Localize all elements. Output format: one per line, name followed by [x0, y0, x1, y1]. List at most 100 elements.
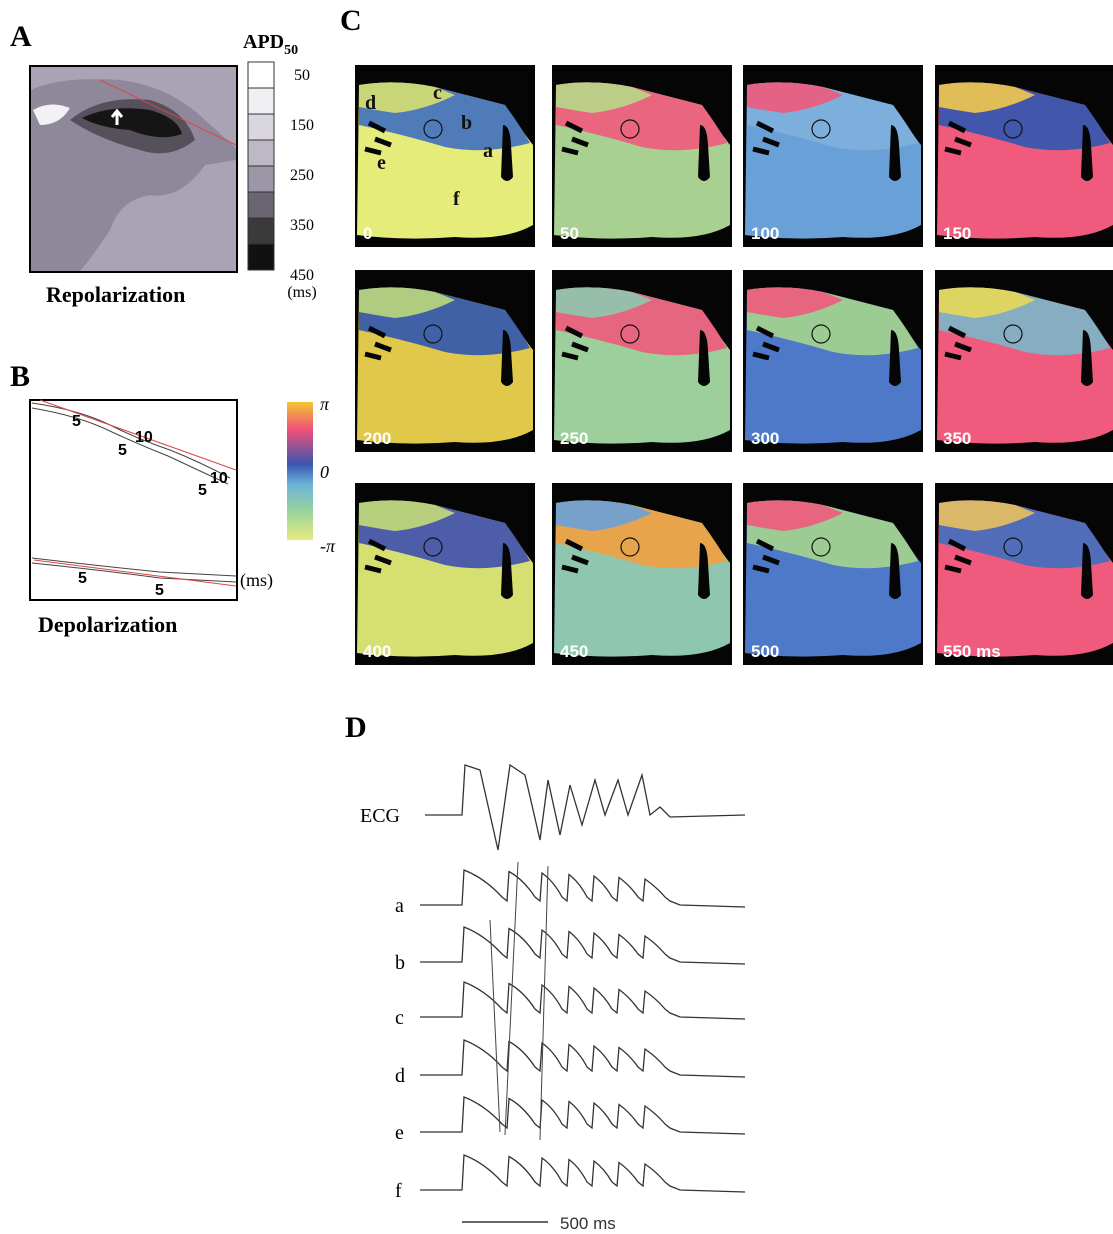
wave-region: [747, 500, 843, 531]
wave-region: [556, 500, 652, 531]
scar: [1081, 125, 1093, 181]
colorbar-tick-label: 250: [290, 167, 314, 184]
colorbar-step: [247, 243, 275, 271]
colorbar-title-text: APD: [243, 31, 284, 53]
phase-frame: 450: [552, 483, 732, 665]
phase-tick-label: 0: [320, 462, 329, 482]
scar: [698, 125, 710, 181]
depolarization-map: [29, 399, 238, 601]
trace: [420, 1154, 746, 1193]
wave-region: [939, 500, 1035, 531]
phase-frame: 250: [552, 270, 732, 452]
traces: ECG a b c d e f: [360, 763, 746, 1202]
phase-frame: 500: [743, 483, 923, 665]
wave-region: [556, 287, 652, 318]
colorbar-title: APD50: [243, 31, 298, 58]
trace: [420, 1039, 746, 1078]
site-label: f: [453, 188, 460, 210]
panel-label: C: [340, 4, 362, 37]
colorbar-step: [247, 217, 275, 245]
frame-time: 250: [560, 429, 588, 448]
frame-time: 150: [943, 224, 971, 243]
phase-ticks: π 0 -π: [320, 394, 336, 556]
trace-label: a: [395, 895, 404, 917]
trace-label: b: [395, 952, 405, 974]
scar: [944, 538, 972, 574]
scar: [889, 330, 901, 386]
contour-label: 5: [118, 442, 127, 459]
colorbar-step: [247, 191, 275, 219]
frame-time: 100: [751, 224, 779, 243]
contour-label: 10: [210, 470, 228, 487]
propagation-arrow: [489, 919, 501, 1133]
site-marker: [811, 537, 831, 557]
scar: [501, 543, 513, 599]
trace: [425, 763, 746, 851]
border-line: [33, 399, 237, 587]
scar: [561, 325, 589, 361]
propagation-arrow: [539, 865, 549, 1141]
wave-region: [556, 82, 652, 113]
scar: [501, 125, 513, 181]
contour-line: [31, 402, 237, 583]
scar: [698, 543, 710, 599]
site-label: b: [461, 112, 472, 134]
phase-colorbar: [287, 402, 313, 540]
site-marker: [423, 119, 443, 139]
site-marker: [620, 119, 640, 139]
colorbar-step: [247, 113, 275, 141]
site-marker: [423, 537, 443, 557]
colorbar-tick-label: 350: [290, 217, 314, 234]
site-label: c: [433, 82, 442, 104]
colorbar-tick-label: 450: [290, 267, 314, 284]
scar: [561, 538, 589, 574]
scar: [698, 330, 710, 386]
contour-label: 5: [72, 413, 81, 430]
colorbar-tick-label: 50: [294, 67, 310, 84]
frame-time: 300: [751, 429, 779, 448]
arrow: [110, 108, 124, 125]
wave-region: [939, 82, 1035, 113]
colorbar-step: [247, 139, 275, 167]
unit-label: (ms): [240, 570, 273, 591]
frame-time: 450: [560, 642, 588, 661]
phase-frame: 50: [552, 65, 732, 247]
wave-region: [747, 82, 843, 113]
wave-region: [359, 82, 455, 113]
frame-time: 350: [943, 429, 971, 448]
colorbar-subscript: 50: [284, 43, 298, 58]
border-line: [99, 79, 237, 146]
colorbar-tick-label: 150: [290, 117, 314, 134]
contour-label: 5: [198, 482, 207, 499]
wave-region: [747, 287, 843, 318]
site-marker: [423, 324, 443, 344]
apd-contour: [82, 108, 182, 138]
scar: [752, 120, 780, 156]
colorbar-step: [247, 87, 275, 115]
panel-label: A: [10, 20, 32, 53]
trace-label: f: [395, 1180, 402, 1202]
trace-label: d: [395, 1065, 405, 1087]
wave-region: [359, 500, 455, 531]
phase-frame: 100: [743, 65, 923, 247]
phase-frame: 150: [935, 65, 1113, 247]
scar: [944, 120, 972, 156]
trace: [420, 981, 746, 1020]
trace-label: ECG: [360, 805, 400, 827]
frame-time: 400: [363, 642, 391, 661]
site-marker: [1003, 324, 1023, 344]
phase-frame: 400: [355, 483, 535, 665]
frame-time: 500: [751, 642, 779, 661]
phase-frame: 550 ms: [935, 483, 1113, 665]
scar: [1081, 330, 1093, 386]
colorbar-step: [247, 165, 275, 193]
phase-tick-label: π: [320, 394, 330, 414]
colorbar-step: [247, 61, 275, 89]
panel-label: D: [345, 711, 367, 744]
contour-label: 10: [135, 429, 153, 446]
phase-tick-label: -π: [320, 536, 336, 556]
wave-region: [939, 287, 1035, 318]
site-marker: [1003, 119, 1023, 139]
phase-frame: 200: [355, 270, 535, 452]
